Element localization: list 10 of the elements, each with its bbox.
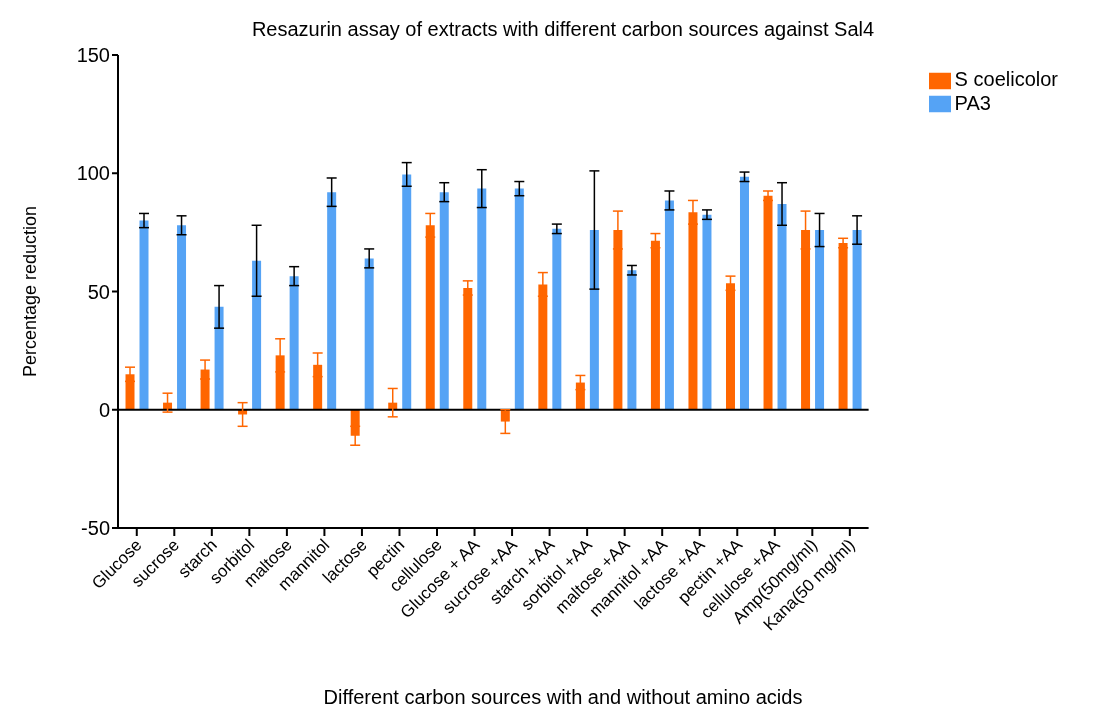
y-axis-title: Percentage reduction [20,205,41,378]
chart-title: Resazurin assay of extracts with different carbon sources against Sal4 [250,18,876,41]
y-tick-label: -50 [81,517,110,540]
legend-label: S coelicolor [954,68,1058,90]
x-axis-title: Different carbon sources with and without amino acids [322,686,804,709]
y-tick-label: 0 [98,398,110,421]
y-tick-label: 50 [87,280,110,303]
y-tick-label: 150 [76,44,110,67]
y-tick-label: 100 [76,162,110,185]
legend-label: PA3 [954,91,991,114]
